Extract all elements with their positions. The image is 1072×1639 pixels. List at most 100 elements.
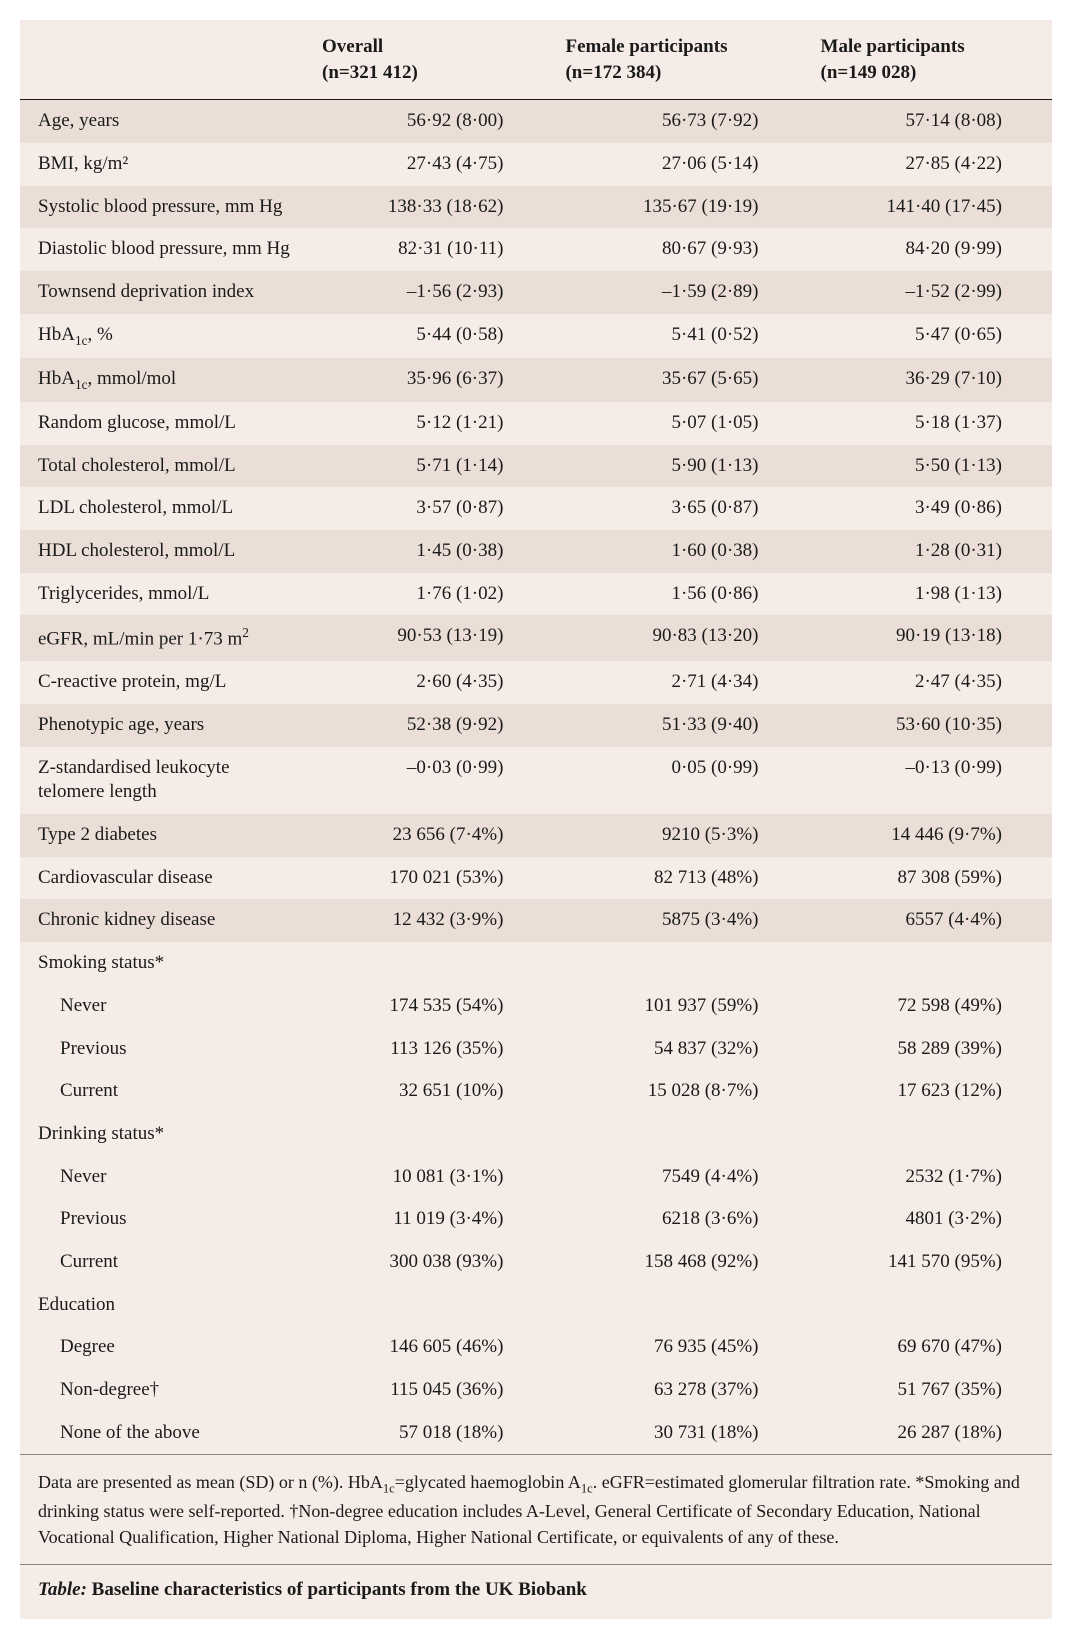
cell-overall: 11 019 (3·4%) [310, 1198, 553, 1241]
cell-male: 36·29 (7·10) [809, 358, 1052, 402]
table-row: Type 2 diabetes23 656 (7·4%)9210 (5·3%)1… [20, 814, 1052, 857]
cell-female: 5·41 (0·52) [553, 314, 808, 358]
cell-female: –1·59 (2·89) [553, 271, 808, 314]
cell-female: 27·06 (5·14) [553, 143, 808, 186]
cell-male: 53·60 (10·35) [809, 704, 1052, 747]
cell-male: 141 570 (95%) [809, 1241, 1052, 1284]
cell-overall: 3·57 (0·87) [310, 487, 553, 530]
cell-female: 7549 (4·4%) [553, 1156, 808, 1199]
table-row: Triglycerides, mmol/L1·76 (1·02)1·56 (0·… [20, 573, 1052, 616]
cell-overall: 146 605 (46%) [310, 1326, 553, 1369]
row-label: eGFR, mL/min per 1·73 m2 [20, 615, 310, 661]
cell-overall [310, 1284, 553, 1327]
cell-female: 54 837 (32%) [553, 1028, 808, 1071]
row-label: Smoking status* [20, 942, 310, 985]
cell-female: 30 731 (18%) [553, 1412, 808, 1455]
cell-male: 14 446 (9·7%) [809, 814, 1052, 857]
table-row: BMI, kg/m²27·43 (4·75)27·06 (5·14)27·85 … [20, 143, 1052, 186]
row-label: Total cholesterol, mmol/L [20, 445, 310, 488]
col-header-female: Female participants (n=172 384) [553, 20, 808, 100]
table-footnotes: Data are presented as mean (SD) or n (%)… [20, 1454, 1052, 1565]
row-label: Non-degree† [20, 1369, 310, 1412]
table-row: Townsend deprivation index–1·56 (2·93)–1… [20, 271, 1052, 314]
table-row: Degree146 605 (46%)76 935 (45%)69 670 (4… [20, 1326, 1052, 1369]
row-label: Current [20, 1241, 310, 1284]
cell-male: 90·19 (13·18) [809, 615, 1052, 661]
cell-male: 58 289 (39%) [809, 1028, 1052, 1071]
cell-female: 1·60 (0·38) [553, 530, 808, 573]
table-caption: Table: Baseline characteristics of parti… [20, 1565, 1052, 1619]
cell-male: 51 767 (35%) [809, 1369, 1052, 1412]
cell-female [553, 942, 808, 985]
table-row: Never174 535 (54%)101 937 (59%)72 598 (4… [20, 985, 1052, 1028]
row-label: Current [20, 1070, 310, 1113]
table-row: Current32 651 (10%)15 028 (8·7%)17 623 (… [20, 1070, 1052, 1113]
row-label: Previous [20, 1198, 310, 1241]
cell-overall: 5·12 (1·21) [310, 402, 553, 445]
table-row: HbA1c, mmol/mol35·96 (6·37)35·67 (5·65)3… [20, 358, 1052, 402]
row-label: Degree [20, 1326, 310, 1369]
table-row: Current300 038 (93%)158 468 (92%)141 570… [20, 1241, 1052, 1284]
cell-female: 63 278 (37%) [553, 1369, 808, 1412]
cell-male: –1·52 (2·99) [809, 271, 1052, 314]
cell-female: 5·07 (1·05) [553, 402, 808, 445]
cell-overall: 5·71 (1·14) [310, 445, 553, 488]
row-label: Systolic blood pressure, mm Hg [20, 186, 310, 229]
baseline-table: Overall (n=321 412) Female participants … [20, 20, 1052, 1454]
cell-female: 101 937 (59%) [553, 985, 808, 1028]
cell-female: 35·67 (5·65) [553, 358, 808, 402]
cell-overall: 32 651 (10%) [310, 1070, 553, 1113]
cell-male: 87 308 (59%) [809, 857, 1052, 900]
cell-overall: 27·43 (4·75) [310, 143, 553, 186]
cell-male [809, 1284, 1052, 1327]
col-header-title: Overall [322, 36, 383, 57]
cell-male: 4801 (3·2%) [809, 1198, 1052, 1241]
cell-male [809, 1113, 1052, 1156]
cell-male: 5·50 (1·13) [809, 445, 1052, 488]
row-label: HbA1c, % [20, 314, 310, 358]
cell-female: 158 468 (92%) [553, 1241, 808, 1284]
cell-overall [310, 942, 553, 985]
cell-overall: 90·53 (13·19) [310, 615, 553, 661]
row-label: HDL cholesterol, mmol/L [20, 530, 310, 573]
row-label: LDL cholesterol, mmol/L [20, 487, 310, 530]
cell-female: 1·56 (0·86) [553, 573, 808, 616]
cell-female: 6218 (3·6%) [553, 1198, 808, 1241]
table-row: Random glucose, mmol/L5·12 (1·21)5·07 (1… [20, 402, 1052, 445]
cell-female [553, 1113, 808, 1156]
cell-male: 5·47 (0·65) [809, 314, 1052, 358]
cell-overall: 170 021 (53%) [310, 857, 553, 900]
row-label: HbA1c, mmol/mol [20, 358, 310, 402]
cell-overall: 5·44 (0·58) [310, 314, 553, 358]
table-row: Previous113 126 (35%)54 837 (32%)58 289 … [20, 1028, 1052, 1071]
cell-female: 0·05 (0·99) [553, 747, 808, 814]
cell-overall: 56·92 (8·00) [310, 100, 553, 143]
table-row: Previous11 019 (3·4%)6218 (3·6%)4801 (3·… [20, 1198, 1052, 1241]
section-header-row: Smoking status* [20, 942, 1052, 985]
table-row: Total cholesterol, mmol/L5·71 (1·14)5·90… [20, 445, 1052, 488]
cell-male: 17 623 (12%) [809, 1070, 1052, 1113]
cell-male: 27·85 (4·22) [809, 143, 1052, 186]
cell-male: 57·14 (8·08) [809, 100, 1052, 143]
cell-male: 2532 (1·7%) [809, 1156, 1052, 1199]
table-row: None of the above57 018 (18%)30 731 (18%… [20, 1412, 1052, 1455]
col-header-title: Female participants [565, 36, 727, 57]
cell-female: 82 713 (48%) [553, 857, 808, 900]
table-row: Systolic blood pressure, mm Hg138·33 (18… [20, 186, 1052, 229]
cell-male [809, 942, 1052, 985]
col-header-n: (n=321 412) [322, 62, 418, 83]
cell-male: 72 598 (49%) [809, 985, 1052, 1028]
cell-overall: 113 126 (35%) [310, 1028, 553, 1071]
cell-overall: 52·38 (9·92) [310, 704, 553, 747]
cell-male: 141·40 (17·45) [809, 186, 1052, 229]
cell-male: 1·98 (1·13) [809, 573, 1052, 616]
cell-male: 6557 (4·4%) [809, 899, 1052, 942]
cell-female: 135·67 (19·19) [553, 186, 808, 229]
row-label: Never [20, 985, 310, 1028]
caption-text: Baseline characteristics of participants… [87, 1579, 587, 1600]
row-label: Chronic kidney disease [20, 899, 310, 942]
cell-overall: 82·31 (10·11) [310, 228, 553, 271]
table-row: HDL cholesterol, mmol/L1·45 (0·38)1·60 (… [20, 530, 1052, 573]
table-row: Never10 081 (3·1%)7549 (4·4%)2532 (1·7%) [20, 1156, 1052, 1199]
cell-male: 69 670 (47%) [809, 1326, 1052, 1369]
